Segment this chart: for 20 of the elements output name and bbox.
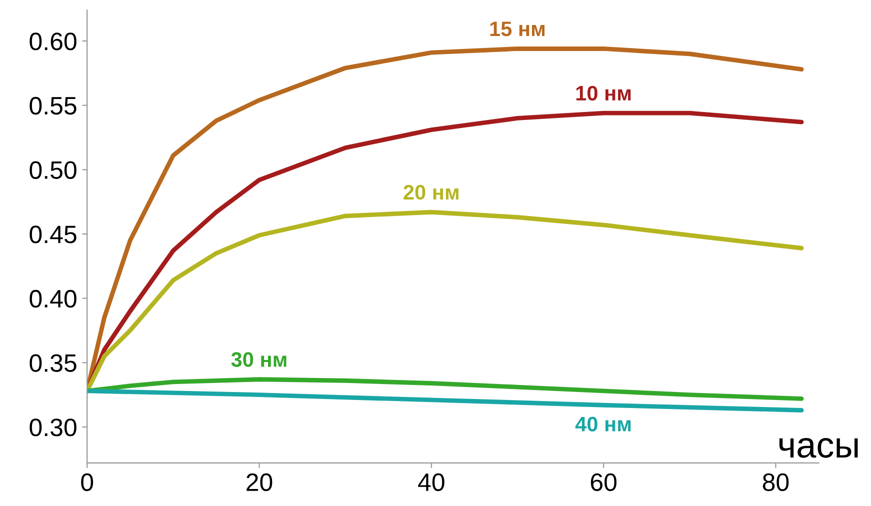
series-label: 20 нм bbox=[404, 184, 458, 200]
line-series bbox=[87, 388, 804, 412]
x-tick-label: 60 bbox=[590, 473, 616, 492]
y-tick-label: 0.35 bbox=[30, 354, 76, 372]
y-tick-label: 0.60 bbox=[30, 32, 76, 50]
x-tick-label: 40 bbox=[418, 473, 444, 492]
series-label: 40 нм bbox=[575, 416, 631, 432]
y-tick-label: 0.55 bbox=[30, 96, 76, 115]
y-tick-label: 0.40 bbox=[30, 290, 76, 308]
x-axis-title: часы bbox=[779, 438, 858, 458]
series-label: 30 нм bbox=[231, 352, 286, 367]
x-tick-label: 0 bbox=[81, 473, 94, 492]
x-tick-label: 20 bbox=[246, 473, 272, 492]
y-tick-label: 0.50 bbox=[30, 161, 76, 179]
x-tick-label: 80 bbox=[762, 473, 789, 492]
line-series bbox=[87, 377, 804, 401]
y-tick-label: 0.30 bbox=[30, 418, 76, 436]
series-label: 10 нм bbox=[576, 86, 631, 101]
y-tick-label: 0.45 bbox=[30, 226, 76, 244]
series-label: 15 нм bbox=[490, 22, 545, 36]
